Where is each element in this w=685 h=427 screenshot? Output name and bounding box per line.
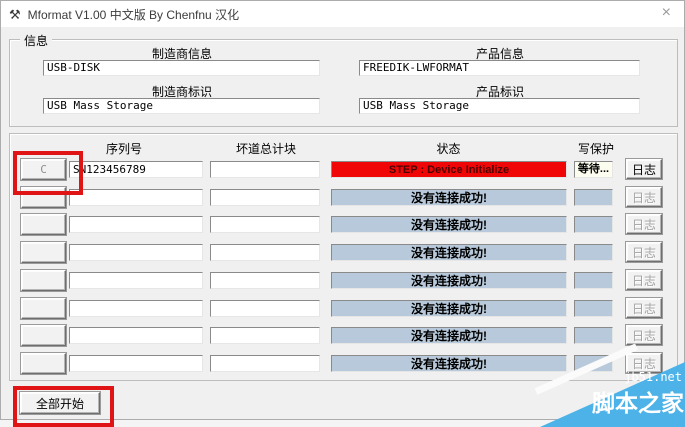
bad-blocks-field[interactable] bbox=[210, 161, 320, 178]
table-row: 没有连接成功! 日志 bbox=[1, 270, 685, 292]
serial-field[interactable] bbox=[69, 327, 203, 344]
device-select-button[interactable] bbox=[21, 325, 66, 346]
highlight-box-start-all bbox=[13, 386, 114, 427]
write-protect-field bbox=[574, 272, 613, 289]
write-protect-field: 等待... bbox=[574, 161, 613, 178]
status-field: 没有连接成功! bbox=[331, 216, 567, 233]
device-select-button[interactable] bbox=[21, 353, 66, 374]
product-id-field[interactable]: USB Mass Storage bbox=[359, 98, 640, 114]
info-group-label: 信息 bbox=[20, 32, 53, 49]
status-field: 没有连接成功! bbox=[331, 272, 567, 289]
table-row: C SN123456789 STEP : Device Initialize 等… bbox=[1, 159, 685, 181]
log-button: 日志 bbox=[626, 353, 662, 373]
watermark: jb51.net 脚本之家 bbox=[534, 343, 685, 427]
status-field: STEP : Device Initialize bbox=[331, 161, 567, 178]
bad-blocks-column-header: 坏道总计块 bbox=[235, 142, 296, 156]
serial-field[interactable] bbox=[69, 189, 203, 206]
watermark-site-text: jb51.net bbox=[624, 370, 682, 384]
write-protect-field bbox=[574, 300, 613, 317]
status-column-header: 状态 bbox=[436, 142, 461, 156]
manufacturer-info-field[interactable]: USB-DISK bbox=[43, 60, 320, 76]
log-button: 日志 bbox=[626, 270, 662, 290]
serial-field[interactable] bbox=[69, 355, 203, 372]
serial-field[interactable] bbox=[69, 300, 203, 317]
device-select-button[interactable]: C bbox=[21, 159, 66, 180]
bad-blocks-field[interactable] bbox=[210, 272, 320, 289]
product-id-label: 产品标识 bbox=[475, 85, 524, 99]
serial-column-header: 序列号 bbox=[105, 142, 142, 156]
status-field: 没有连接成功! bbox=[331, 189, 567, 206]
write-protect-column-header: 写保护 bbox=[577, 142, 614, 156]
close-icon[interactable]: × bbox=[661, 4, 671, 21]
watermark-brand-text: 脚本之家 bbox=[592, 390, 684, 416]
table-row: 没有连接成功! 日志 bbox=[1, 325, 685, 347]
device-table-groupbox bbox=[9, 133, 678, 381]
start-all-button[interactable]: 全部开始 bbox=[20, 392, 100, 414]
write-protect-field bbox=[574, 189, 613, 206]
status-field: 没有连接成功! bbox=[331, 244, 567, 261]
manufacturer-id-label: 制造商标识 bbox=[151, 85, 212, 99]
log-button: 日志 bbox=[626, 242, 662, 262]
table-row: 没有连接成功! 日志 bbox=[1, 187, 685, 209]
table-row: 没有连接成功! 日志 bbox=[1, 242, 685, 264]
serial-field[interactable] bbox=[69, 272, 203, 289]
write-protect-field bbox=[574, 327, 613, 344]
serial-field[interactable] bbox=[69, 244, 203, 261]
manufacturer-info-label: 制造商信息 bbox=[151, 47, 212, 61]
bad-blocks-field[interactable] bbox=[210, 300, 320, 317]
app-icon: ⚒ bbox=[9, 6, 21, 22]
title-bar: ⚒ Mformat V1.00 中文版 By Chenfnu 汉化 × bbox=[1, 1, 684, 27]
table-row: 没有连接成功! 日志 bbox=[1, 298, 685, 320]
product-info-field[interactable]: FREEDIK-LWFORMAT bbox=[359, 60, 640, 76]
log-button: 日志 bbox=[626, 325, 662, 345]
bad-blocks-field[interactable] bbox=[210, 189, 320, 206]
device-select-button[interactable] bbox=[21, 214, 66, 235]
status-field: 没有连接成功! bbox=[331, 327, 567, 344]
status-field: 没有连接成功! bbox=[331, 355, 567, 372]
log-button[interactable]: 日志 bbox=[626, 159, 662, 179]
table-row: 没有连接成功! 日志 bbox=[1, 214, 685, 236]
log-button: 日志 bbox=[626, 187, 662, 207]
serial-field[interactable] bbox=[69, 216, 203, 233]
log-button: 日志 bbox=[626, 298, 662, 318]
bad-blocks-field[interactable] bbox=[210, 244, 320, 261]
bad-blocks-field[interactable] bbox=[210, 216, 320, 233]
device-select-button[interactable] bbox=[21, 298, 66, 319]
highlight-box-select-button bbox=[13, 151, 83, 195]
product-info-label: 产品信息 bbox=[475, 47, 524, 61]
bad-blocks-field[interactable] bbox=[210, 327, 320, 344]
manufacturer-id-field[interactable]: USB Mass Storage bbox=[43, 98, 320, 114]
log-button: 日志 bbox=[626, 214, 662, 234]
window-title: Mformat V1.00 中文版 By Chenfnu 汉化 bbox=[27, 7, 240, 22]
device-select-button[interactable] bbox=[21, 270, 66, 291]
status-field: 没有连接成功! bbox=[331, 300, 567, 317]
write-protect-field bbox=[574, 244, 613, 261]
write-protect-field bbox=[574, 216, 613, 233]
serial-field[interactable]: SN123456789 bbox=[69, 161, 203, 178]
bad-blocks-field[interactable] bbox=[210, 355, 320, 372]
info-groupbox: 信息 bbox=[9, 32, 678, 127]
device-select-button[interactable] bbox=[21, 242, 66, 263]
